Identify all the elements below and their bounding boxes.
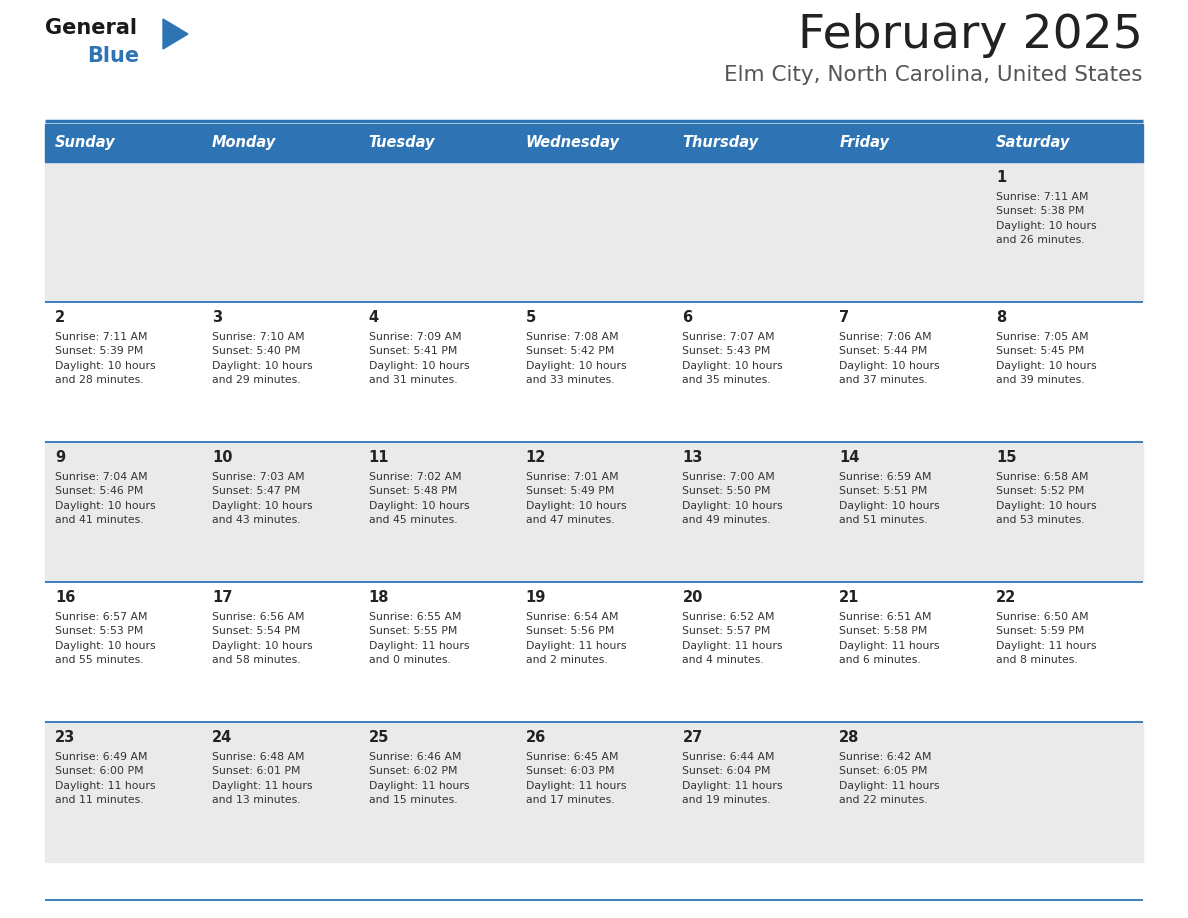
Bar [45, 722, 1143, 862]
Bar [986, 124, 1143, 162]
Text: 8: 8 [997, 310, 1006, 325]
Text: Sunrise: 7:08 AM
Sunset: 5:42 PM
Daylight: 10 hours
and 33 minutes.: Sunrise: 7:08 AM Sunset: 5:42 PM Dayligh… [525, 332, 626, 386]
Text: 13: 13 [682, 450, 703, 465]
Text: 20: 20 [682, 590, 703, 605]
Text: 28: 28 [839, 730, 860, 745]
Text: February 2025: February 2025 [798, 13, 1143, 58]
Bar [829, 124, 986, 162]
Bar [45, 162, 1143, 302]
Text: Sunrise: 6:50 AM
Sunset: 5:59 PM
Daylight: 11 hours
and 8 minutes.: Sunrise: 6:50 AM Sunset: 5:59 PM Dayligh… [997, 612, 1097, 666]
Text: 25: 25 [368, 730, 390, 745]
Bar [45, 302, 1143, 442]
Text: 17: 17 [211, 590, 232, 605]
Text: Sunrise: 7:09 AM
Sunset: 5:41 PM
Daylight: 10 hours
and 31 minutes.: Sunrise: 7:09 AM Sunset: 5:41 PM Dayligh… [368, 332, 469, 386]
Text: 12: 12 [525, 450, 546, 465]
Text: 27: 27 [682, 730, 702, 745]
Text: Sunrise: 7:00 AM
Sunset: 5:50 PM
Daylight: 10 hours
and 49 minutes.: Sunrise: 7:00 AM Sunset: 5:50 PM Dayligh… [682, 472, 783, 525]
Text: Monday: Monday [211, 136, 276, 151]
Text: Sunrise: 6:46 AM
Sunset: 6:02 PM
Daylight: 11 hours
and 15 minutes.: Sunrise: 6:46 AM Sunset: 6:02 PM Dayligh… [368, 752, 469, 805]
Text: Sunrise: 7:10 AM
Sunset: 5:40 PM
Daylight: 10 hours
and 29 minutes.: Sunrise: 7:10 AM Sunset: 5:40 PM Dayligh… [211, 332, 312, 386]
Text: Sunrise: 6:58 AM
Sunset: 5:52 PM
Daylight: 10 hours
and 53 minutes.: Sunrise: 6:58 AM Sunset: 5:52 PM Dayligh… [997, 472, 1097, 525]
Text: Sunrise: 6:57 AM
Sunset: 5:53 PM
Daylight: 10 hours
and 55 minutes.: Sunrise: 6:57 AM Sunset: 5:53 PM Dayligh… [55, 612, 156, 666]
Text: Sunrise: 7:05 AM
Sunset: 5:45 PM
Daylight: 10 hours
and 39 minutes.: Sunrise: 7:05 AM Sunset: 5:45 PM Dayligh… [997, 332, 1097, 386]
Text: Sunrise: 6:42 AM
Sunset: 6:05 PM
Daylight: 11 hours
and 22 minutes.: Sunrise: 6:42 AM Sunset: 6:05 PM Dayligh… [839, 752, 940, 805]
Text: Sunrise: 6:54 AM
Sunset: 5:56 PM
Daylight: 11 hours
and 2 minutes.: Sunrise: 6:54 AM Sunset: 5:56 PM Dayligh… [525, 612, 626, 666]
Text: Elm City, North Carolina, United States: Elm City, North Carolina, United States [725, 65, 1143, 85]
Text: 21: 21 [839, 590, 860, 605]
Text: 9: 9 [55, 450, 65, 465]
Text: 23: 23 [55, 730, 75, 745]
Text: 18: 18 [368, 590, 390, 605]
Text: Thursday: Thursday [682, 136, 759, 151]
Polygon shape [163, 19, 188, 49]
Text: Sunrise: 7:11 AM
Sunset: 5:38 PM
Daylight: 10 hours
and 26 minutes.: Sunrise: 7:11 AM Sunset: 5:38 PM Dayligh… [997, 192, 1097, 245]
Text: Sunday: Sunday [55, 136, 115, 151]
Text: Sunrise: 7:03 AM
Sunset: 5:47 PM
Daylight: 10 hours
and 43 minutes.: Sunrise: 7:03 AM Sunset: 5:47 PM Dayligh… [211, 472, 312, 525]
Bar [516, 124, 672, 162]
Text: Sunrise: 7:06 AM
Sunset: 5:44 PM
Daylight: 10 hours
and 37 minutes.: Sunrise: 7:06 AM Sunset: 5:44 PM Dayligh… [839, 332, 940, 386]
Text: Tuesday: Tuesday [368, 136, 435, 151]
Text: Sunrise: 6:56 AM
Sunset: 5:54 PM
Daylight: 10 hours
and 58 minutes.: Sunrise: 6:56 AM Sunset: 5:54 PM Dayligh… [211, 612, 312, 666]
Text: General: General [45, 18, 137, 38]
Text: 1: 1 [997, 170, 1006, 185]
Text: Friday: Friday [839, 136, 890, 151]
Bar [359, 124, 516, 162]
Text: 5: 5 [525, 310, 536, 325]
Text: Sunrise: 6:48 AM
Sunset: 6:01 PM
Daylight: 11 hours
and 13 minutes.: Sunrise: 6:48 AM Sunset: 6:01 PM Dayligh… [211, 752, 312, 805]
Text: 6: 6 [682, 310, 693, 325]
Text: 24: 24 [211, 730, 232, 745]
Text: 22: 22 [997, 590, 1017, 605]
Text: Sunrise: 6:44 AM
Sunset: 6:04 PM
Daylight: 11 hours
and 19 minutes.: Sunrise: 6:44 AM Sunset: 6:04 PM Dayligh… [682, 752, 783, 805]
Text: Sunrise: 6:45 AM
Sunset: 6:03 PM
Daylight: 11 hours
and 17 minutes.: Sunrise: 6:45 AM Sunset: 6:03 PM Dayligh… [525, 752, 626, 805]
Text: Sunrise: 6:55 AM
Sunset: 5:55 PM
Daylight: 11 hours
and 0 minutes.: Sunrise: 6:55 AM Sunset: 5:55 PM Dayligh… [368, 612, 469, 666]
Text: Sunrise: 7:07 AM
Sunset: 5:43 PM
Daylight: 10 hours
and 35 minutes.: Sunrise: 7:07 AM Sunset: 5:43 PM Dayligh… [682, 332, 783, 386]
Bar [45, 442, 1143, 582]
Text: 10: 10 [211, 450, 233, 465]
Bar [45, 582, 1143, 722]
Bar [202, 124, 359, 162]
Text: 11: 11 [368, 450, 390, 465]
Text: 7: 7 [839, 310, 849, 325]
Text: 14: 14 [839, 450, 860, 465]
Text: Wednesday: Wednesday [525, 136, 620, 151]
Text: 4: 4 [368, 310, 379, 325]
Text: Sunrise: 6:51 AM
Sunset: 5:58 PM
Daylight: 11 hours
and 6 minutes.: Sunrise: 6:51 AM Sunset: 5:58 PM Dayligh… [839, 612, 940, 666]
Text: 15: 15 [997, 450, 1017, 465]
Text: 2: 2 [55, 310, 65, 325]
Text: Saturday: Saturday [997, 136, 1070, 151]
Text: Sunrise: 7:02 AM
Sunset: 5:48 PM
Daylight: 10 hours
and 45 minutes.: Sunrise: 7:02 AM Sunset: 5:48 PM Dayligh… [368, 472, 469, 525]
Text: Blue: Blue [87, 46, 139, 66]
Text: Sunrise: 6:59 AM
Sunset: 5:51 PM
Daylight: 10 hours
and 51 minutes.: Sunrise: 6:59 AM Sunset: 5:51 PM Dayligh… [839, 472, 940, 525]
Text: Sunrise: 6:52 AM
Sunset: 5:57 PM
Daylight: 11 hours
and 4 minutes.: Sunrise: 6:52 AM Sunset: 5:57 PM Dayligh… [682, 612, 783, 666]
Bar [45, 124, 202, 162]
Bar [672, 124, 829, 162]
Text: Sunrise: 6:49 AM
Sunset: 6:00 PM
Daylight: 11 hours
and 11 minutes.: Sunrise: 6:49 AM Sunset: 6:00 PM Dayligh… [55, 752, 156, 805]
Text: 3: 3 [211, 310, 222, 325]
Text: Sunrise: 7:11 AM
Sunset: 5:39 PM
Daylight: 10 hours
and 28 minutes.: Sunrise: 7:11 AM Sunset: 5:39 PM Dayligh… [55, 332, 156, 386]
Text: Sunrise: 7:04 AM
Sunset: 5:46 PM
Daylight: 10 hours
and 41 minutes.: Sunrise: 7:04 AM Sunset: 5:46 PM Dayligh… [55, 472, 156, 525]
Text: 16: 16 [55, 590, 75, 605]
Text: 26: 26 [525, 730, 545, 745]
Text: 19: 19 [525, 590, 546, 605]
Text: Sunrise: 7:01 AM
Sunset: 5:49 PM
Daylight: 10 hours
and 47 minutes.: Sunrise: 7:01 AM Sunset: 5:49 PM Dayligh… [525, 472, 626, 525]
